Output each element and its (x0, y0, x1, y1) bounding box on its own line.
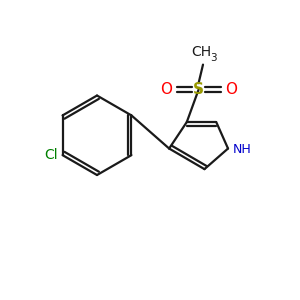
Text: O: O (160, 82, 172, 97)
Text: CH: CH (191, 45, 212, 59)
Text: Cl: Cl (44, 148, 58, 162)
Text: S: S (193, 82, 204, 97)
Text: 3: 3 (210, 53, 217, 63)
Text: O: O (225, 82, 237, 97)
Text: NH: NH (232, 143, 251, 157)
